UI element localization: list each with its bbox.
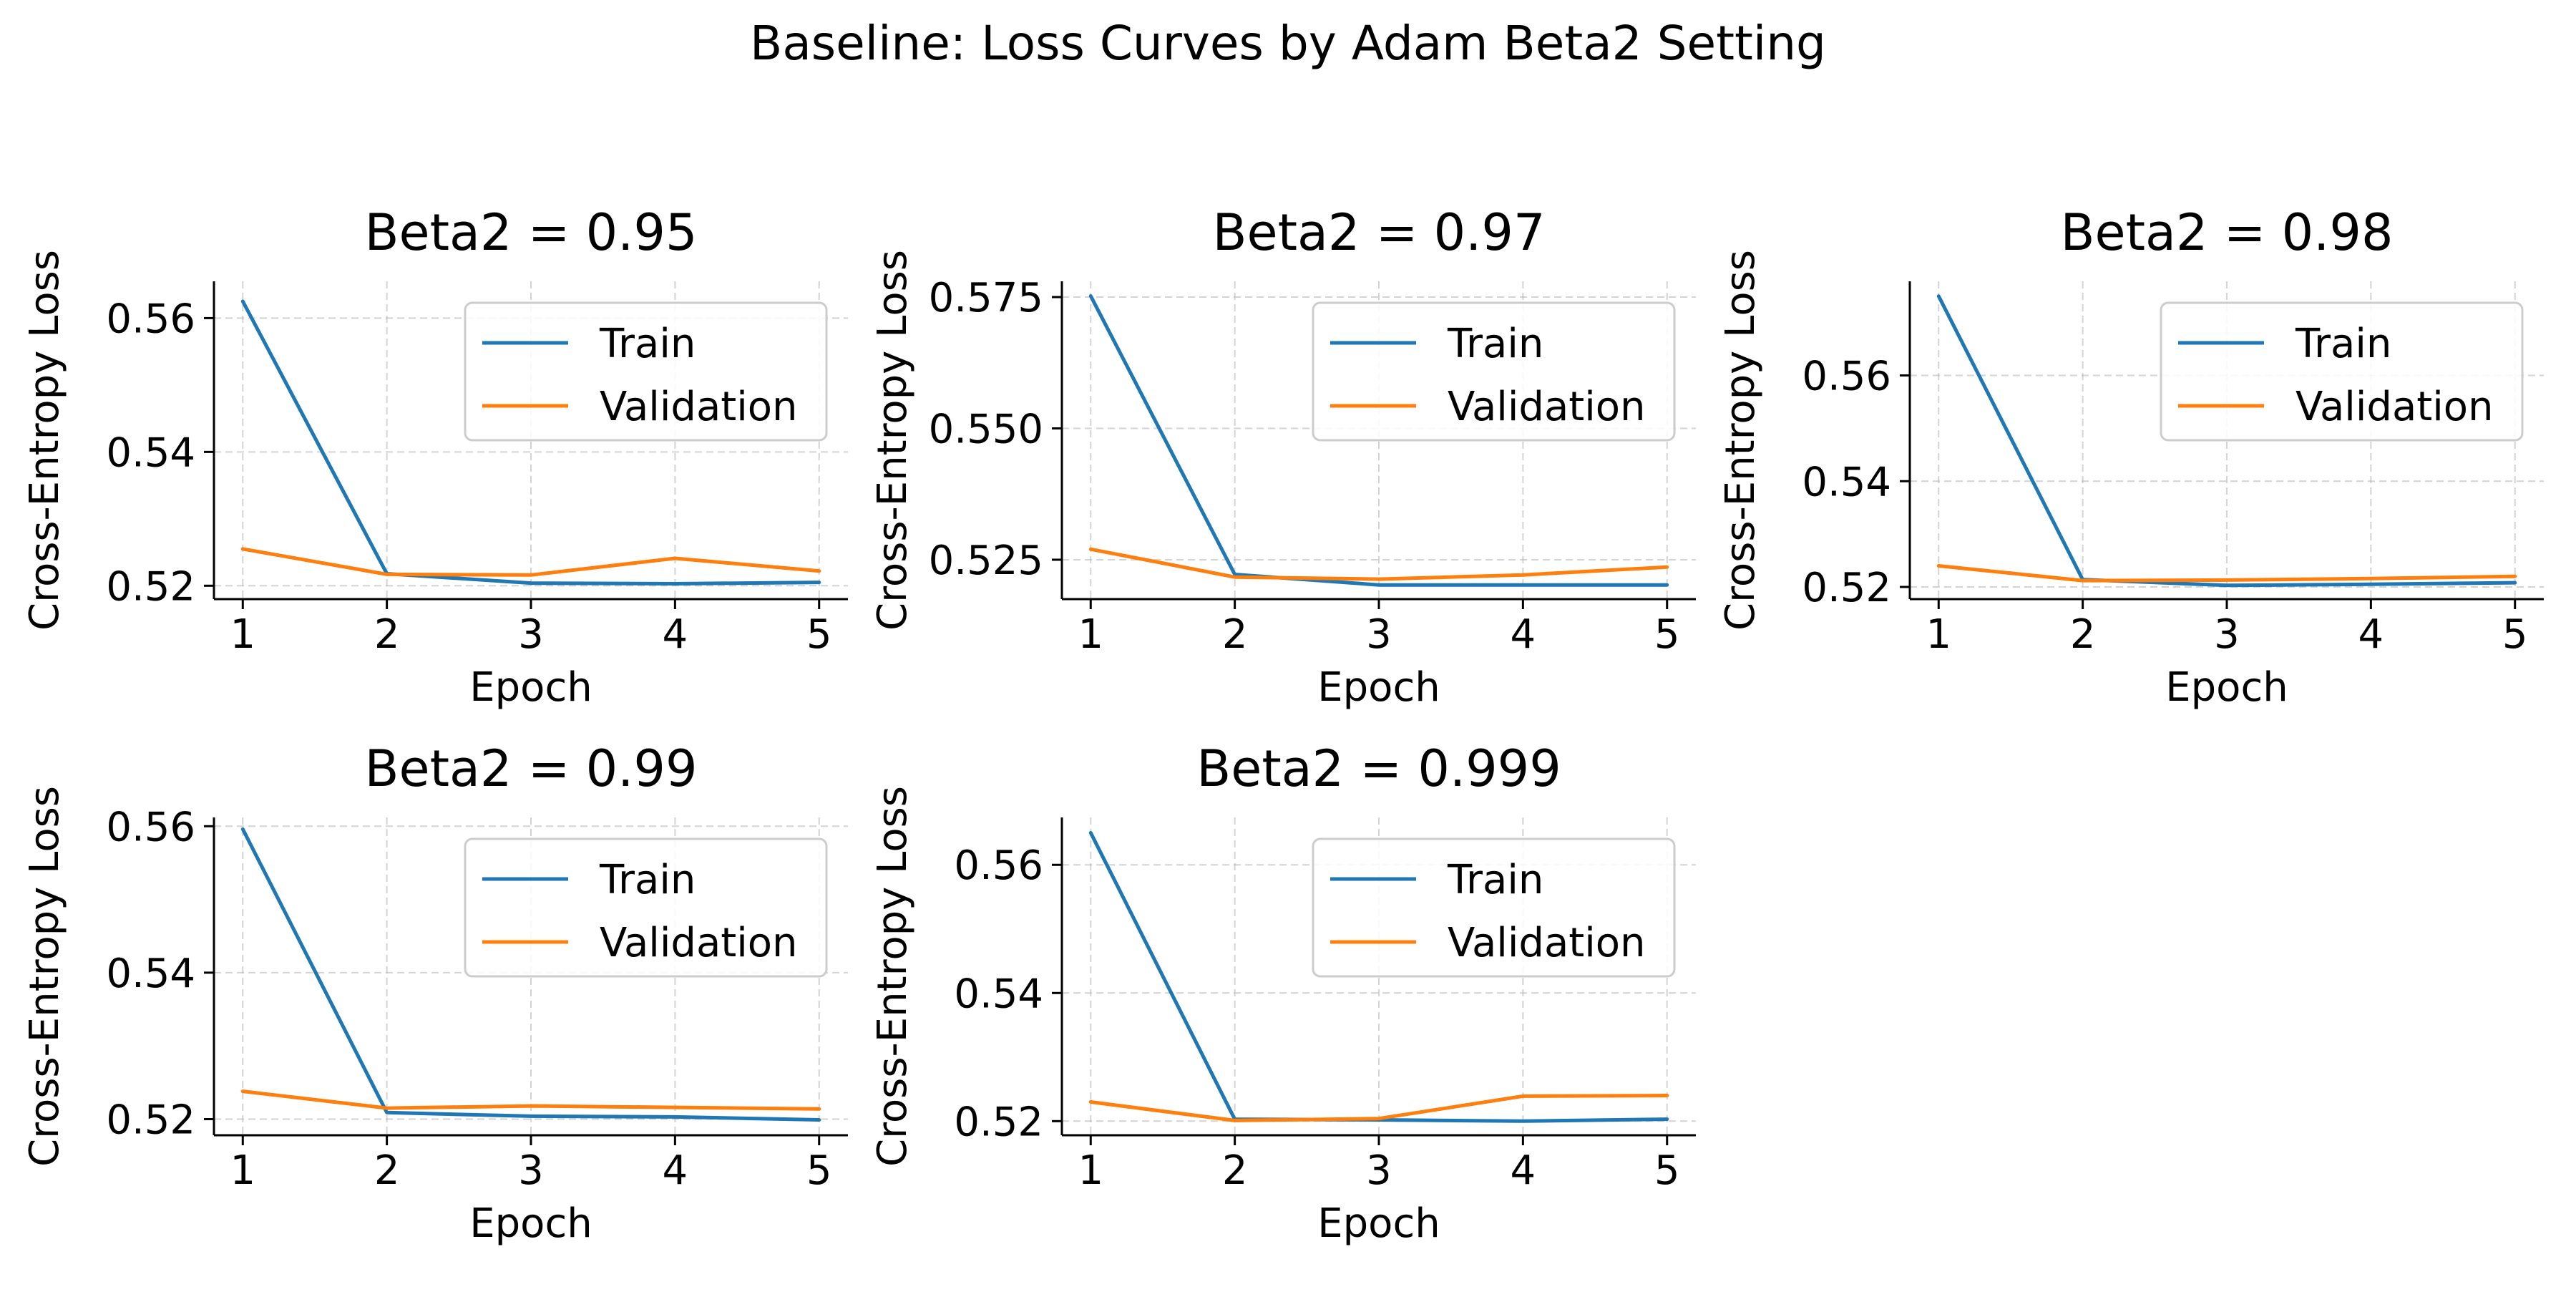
y-tick-label: 0.52 (106, 563, 195, 610)
series-line-validation (1936, 564, 2517, 583)
x-tick-label: 5 (2502, 611, 2528, 658)
subplot-title: Beta2 = 0.99 (365, 739, 698, 798)
y-tick-label: 0.56 (106, 804, 195, 850)
subplot-title: Beta2 = 0.999 (1196, 739, 1561, 798)
legend-label-validation: Validation (1448, 920, 1646, 966)
y-tick-label: 0.52 (106, 1097, 195, 1143)
y-tick-label: 0.575 (929, 275, 1043, 321)
y-tick-label: 0.56 (106, 296, 195, 342)
legend-label-train: Train (1447, 857, 1543, 903)
x-tick-label: 3 (1366, 1147, 1392, 1194)
y-tick-label: 0.525 (929, 538, 1043, 584)
x-tick-label: 2 (1222, 1147, 1248, 1194)
y-tick-label: 0.550 (929, 406, 1043, 452)
y-axis-label: Cross-Entropy Loss (21, 250, 68, 631)
subplot-title: Beta2 = 0.98 (2061, 203, 2394, 262)
x-axis-label: Epoch (1317, 1200, 1440, 1247)
x-tick-label: 3 (518, 611, 544, 658)
y-tick-label: 0.54 (954, 971, 1043, 1017)
x-tick-label: 1 (1078, 1147, 1103, 1194)
series-line-train (240, 827, 821, 1122)
subplot-4: 1 2 3 4 5 0.52 0.54 0.56 Beta2 = 0.99 Epoch Cross-… (21, 739, 848, 1247)
series-line-validation (1088, 547, 1669, 581)
x-tick-label: 3 (2214, 611, 2240, 658)
x-tick-label: 5 (806, 611, 832, 658)
series-line-validation (240, 547, 821, 577)
subplot-1: 1 2 3 4 5 0.52 0.54 0.56 Beta2 = 0.95 Epoch Cross-… (21, 203, 848, 711)
legend-label-validation: Validation (2296, 384, 2494, 430)
series-line-train (240, 299, 821, 586)
y-tick-label: 0.54 (106, 429, 195, 476)
legend-label-train: Train (599, 857, 696, 903)
subplot-5: 1 2 3 4 5 0.52 0.54 0.56 Beta2 = 0.999 Epoch Cross… (869, 739, 1696, 1247)
x-tick-label: 1 (230, 1147, 255, 1194)
x-tick-label: 1 (230, 611, 255, 658)
x-tick-label: 5 (1654, 611, 1680, 658)
y-tick-label: 0.56 (954, 842, 1043, 889)
y-tick-label: 0.52 (954, 1099, 1043, 1145)
y-axis-label: Cross-Entropy Loss (869, 250, 916, 631)
x-tick-label: 5 (806, 1147, 832, 1194)
series-line-train (1936, 294, 2517, 588)
legend-label-train: Train (2295, 321, 2391, 367)
subplot-2: 1 2 3 4 5 0.525 0.550 0.575 Beta2 = 0.97 Epoch Cro… (869, 203, 1696, 711)
x-tick-label: 3 (1366, 611, 1392, 658)
legend: Train Validation (464, 301, 828, 442)
legend-label-validation: Validation (600, 384, 798, 430)
legend: Train Validation (1312, 837, 1676, 978)
legend-label-train: Train (1447, 321, 1543, 367)
x-tick-label: 4 (1511, 1147, 1536, 1194)
figure-title: Baseline: Loss Curves by Adam Beta2 Sett… (750, 16, 1826, 71)
y-tick-label: 0.54 (106, 951, 195, 997)
x-tick-label: 4 (663, 1147, 688, 1194)
legend-label-validation: Validation (600, 920, 798, 966)
subplot-title: Beta2 = 0.97 (1213, 203, 1546, 262)
x-tick-label: 4 (663, 611, 688, 658)
x-tick-label: 4 (2358, 611, 2384, 658)
y-axis-label: Cross-Entropy Loss (1717, 250, 1764, 631)
legend: Train Validation (464, 837, 828, 978)
series-line-validation (1088, 1094, 1669, 1122)
legend: Train Validation (2160, 301, 2524, 442)
x-tick-label: 1 (1078, 611, 1103, 658)
series-line-train (1088, 294, 1669, 587)
x-tick-label: 5 (1654, 1147, 1680, 1194)
x-axis-label: Epoch (1317, 664, 1440, 711)
legend-label-validation: Validation (1448, 384, 1646, 430)
y-axis-label: Cross-Entropy Loss (869, 786, 916, 1167)
subplot-title: Beta2 = 0.95 (365, 203, 698, 262)
y-tick-label: 0.56 (1802, 354, 1891, 400)
legend: Train Validation (1312, 301, 1676, 442)
x-tick-label: 1 (1926, 611, 1951, 658)
y-tick-label: 0.54 (1802, 459, 1891, 505)
y-axis-label: Cross-Entropy Loss (21, 786, 68, 1167)
legend-label-train: Train (599, 321, 696, 367)
x-tick-label: 2 (374, 611, 400, 658)
x-axis-label: Epoch (2165, 664, 2288, 711)
y-tick-label: 0.52 (1802, 565, 1891, 611)
x-axis-label: Epoch (469, 664, 592, 711)
x-axis-label: Epoch (469, 1200, 592, 1247)
x-tick-label: 3 (518, 1147, 544, 1194)
x-tick-label: 2 (1222, 611, 1248, 658)
series-line-validation (240, 1089, 821, 1111)
x-tick-label: 2 (374, 1147, 400, 1194)
x-tick-label: 2 (2070, 611, 2096, 658)
x-tick-label: 4 (1511, 611, 1536, 658)
subplot-3: 1 2 3 4 5 0.52 0.54 0.56 Beta2 = 0.98 Epoch Cross-… (1717, 203, 2544, 711)
